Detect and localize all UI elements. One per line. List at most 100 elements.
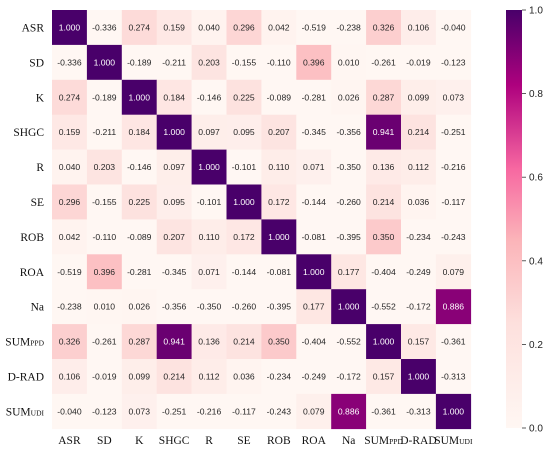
cell-value-label: -0.519 <box>302 22 327 32</box>
row-labels: ASR SD K SHGC R SE ROB ROA Na SUMPPD D-RAD SUMUDI <box>5 22 44 418</box>
heatmap-cell <box>261 149 297 185</box>
heatmap-cell <box>261 79 297 115</box>
cell-value-label: 0.274 <box>128 22 150 32</box>
cell-value-label: -0.251 <box>162 406 187 416</box>
cell-value-label: -0.110 <box>267 57 291 67</box>
heatmap-cell <box>226 184 262 220</box>
cell-value-label: 1.000 <box>373 337 395 347</box>
heatmap-cell <box>296 359 332 395</box>
heatmap-cell <box>86 393 123 430</box>
heatmap-cell <box>121 44 157 81</box>
cell-value-label: 0.071 <box>303 162 325 172</box>
heatmap-cell <box>401 359 437 395</box>
column-label: SUMUDI <box>434 435 473 447</box>
cell-value-label: 0.157 <box>408 337 430 347</box>
heatmap-cell <box>86 114 123 150</box>
cell-value-label: -0.261 <box>92 337 117 347</box>
heatmap-cell <box>121 114 157 150</box>
heatmap-cell <box>366 289 402 325</box>
cell-value-label: -0.552 <box>336 337 361 347</box>
heatmap-cell <box>366 254 402 290</box>
cell-value-label: -0.019 <box>406 57 431 67</box>
heatmap-cell <box>401 219 437 255</box>
cell-value-label: -0.189 <box>127 57 152 67</box>
cell-value-label: -0.261 <box>371 57 396 67</box>
heatmap-cell <box>52 254 88 290</box>
heatmap-cell <box>331 254 367 290</box>
heatmap-cell <box>121 79 157 115</box>
cell-value-label: 0.079 <box>443 267 465 277</box>
heatmap-cell <box>435 324 472 360</box>
colorbar-tick-label: 1.0 <box>529 6 543 17</box>
cell-value-label: -0.345 <box>162 267 187 277</box>
cell-value-label: -0.361 <box>441 337 466 347</box>
heatmap-cell <box>331 44 367 81</box>
cell-value-label: 1.000 <box>443 406 465 416</box>
colorbar: 0.0 0.2 0.4 0.6 0.8 1.0 <box>506 6 543 435</box>
cell-value-label: -0.243 <box>441 232 466 242</box>
cell-value-label: -0.081 <box>302 232 327 242</box>
heatmap-cell <box>261 184 297 220</box>
heatmap-cell <box>296 219 332 255</box>
cell-value-label: -0.117 <box>232 406 256 416</box>
heatmap-cell <box>331 184 367 220</box>
heatmap-cell <box>435 79 472 115</box>
heatmap-cells: 1.000 -0.336 0.274 0.159 0.040 0.296 0.042 -0.5… <box>52 10 472 430</box>
heatmap-cell <box>366 324 402 360</box>
cell-value-label: 0.214 <box>373 197 395 207</box>
heatmap-cell <box>86 359 123 395</box>
cell-value-label: -0.404 <box>302 337 327 347</box>
heatmap-cell <box>121 10 157 46</box>
cell-value-label: -0.345 <box>302 127 327 137</box>
cell-value-label: 0.097 <box>198 127 220 137</box>
cell-value-label: 0.172 <box>268 197 290 207</box>
cell-value-label: 0.110 <box>199 232 220 242</box>
row-label: ASR <box>22 22 45 34</box>
cell-value-label: -0.238 <box>336 22 361 32</box>
heatmap-cell <box>331 393 367 430</box>
heatmap-cell <box>401 114 437 150</box>
heatmap-cell <box>52 114 88 150</box>
heatmap-cell <box>261 44 297 81</box>
cell-value-label: -0.234 <box>406 232 431 242</box>
heatmap-cell <box>226 254 262 290</box>
heatmap-cell <box>191 79 227 115</box>
cell-value-label: -0.519 <box>57 267 82 277</box>
row-label: SHGC <box>13 127 44 139</box>
heatmap-cell <box>401 79 437 115</box>
heatmap-cell <box>156 44 192 81</box>
cell-value-label: 0.396 <box>303 57 325 67</box>
cell-value-label: -0.260 <box>232 302 257 312</box>
heatmap-cell <box>226 219 262 255</box>
heatmap-cell <box>366 184 402 220</box>
row-label: SD <box>29 57 44 69</box>
cell-value-label: 0.207 <box>268 127 290 137</box>
heatmap-cell <box>261 114 297 150</box>
heatmap-cell <box>156 289 192 325</box>
cell-value-label: 0.073 <box>443 92 465 102</box>
heatmap-cell <box>226 114 262 150</box>
cell-value-label: 1.000 <box>128 92 150 102</box>
cell-value-label: -0.404 <box>371 267 396 277</box>
heatmap-cell <box>191 393 227 430</box>
cell-value-label: -0.123 <box>92 406 117 416</box>
heatmap-cell <box>156 254 192 290</box>
cell-value-label: -0.238 <box>57 302 82 312</box>
cell-value-label: 0.099 <box>408 92 430 102</box>
column-label: SHGC <box>159 435 190 447</box>
heatmap-cell <box>156 149 192 185</box>
colorbar-tick-label: 0.2 <box>529 340 543 351</box>
cell-value-label: 0.184 <box>163 92 185 102</box>
heatmap-cell <box>191 324 227 360</box>
cell-value-label: -0.350 <box>336 162 361 172</box>
cell-value-label: -0.040 <box>441 22 466 32</box>
column-label: ROB <box>267 435 291 447</box>
heatmap-cell <box>435 114 472 150</box>
cell-value-label: -0.251 <box>441 127 466 137</box>
heatmap-cell <box>191 44 227 81</box>
heatmap-cell <box>156 219 192 255</box>
cell-value-label: 0.026 <box>338 92 360 102</box>
heatmap-cell <box>331 289 367 325</box>
cell-value-label: -0.336 <box>92 22 117 32</box>
heatmap-cell <box>86 219 123 255</box>
